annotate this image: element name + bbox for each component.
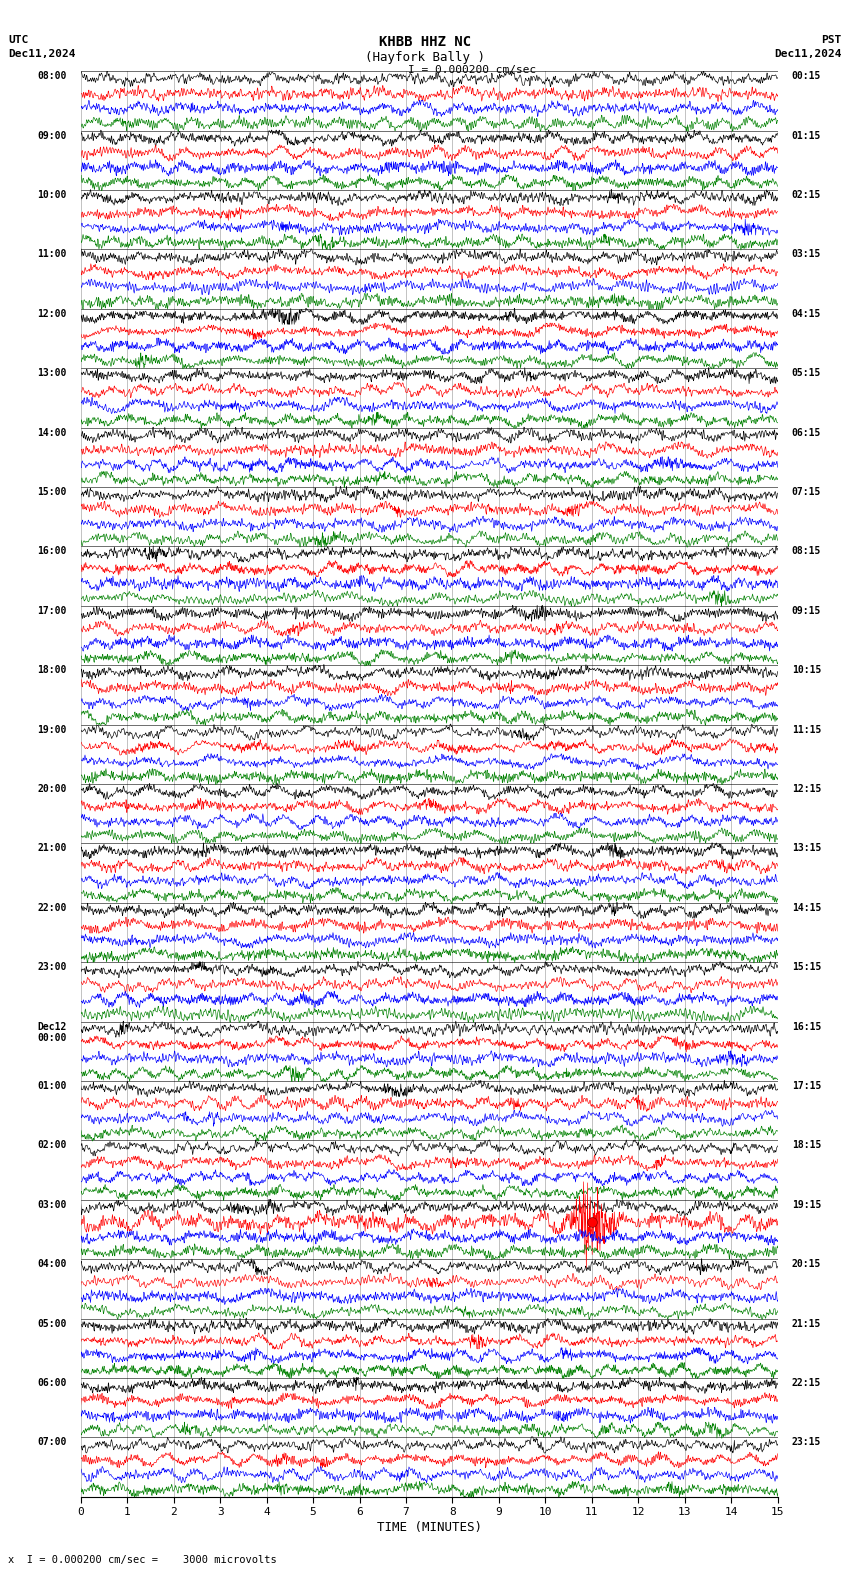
Text: 18:15: 18:15 xyxy=(791,1140,821,1150)
Text: 11:15: 11:15 xyxy=(791,725,821,735)
Text: x  I = 0.000200 cm/sec =    3000 microvolts: x I = 0.000200 cm/sec = 3000 microvolts xyxy=(8,1555,277,1565)
Text: 06:15: 06:15 xyxy=(791,428,821,437)
Text: 14:00: 14:00 xyxy=(37,428,67,437)
Text: 02:00: 02:00 xyxy=(37,1140,67,1150)
Text: 04:15: 04:15 xyxy=(791,309,821,318)
Text: 15:00: 15:00 xyxy=(37,488,67,497)
Text: 21:15: 21:15 xyxy=(791,1318,821,1329)
Text: 15:15: 15:15 xyxy=(791,963,821,973)
Text: 03:00: 03:00 xyxy=(37,1201,67,1210)
Text: Dec11,2024: Dec11,2024 xyxy=(774,49,842,59)
Text: 01:15: 01:15 xyxy=(791,131,821,141)
Text: 05:00: 05:00 xyxy=(37,1318,67,1329)
Text: 16:00: 16:00 xyxy=(37,546,67,556)
Text: 02:15: 02:15 xyxy=(791,190,821,200)
X-axis label: TIME (MINUTES): TIME (MINUTES) xyxy=(377,1522,482,1535)
Text: 18:00: 18:00 xyxy=(37,665,67,675)
Text: 05:15: 05:15 xyxy=(791,369,821,379)
Text: 20:00: 20:00 xyxy=(37,784,67,794)
Text: 03:15: 03:15 xyxy=(791,249,821,260)
Text: 17:15: 17:15 xyxy=(791,1080,821,1091)
Text: 23:15: 23:15 xyxy=(791,1438,821,1448)
Text: 12:15: 12:15 xyxy=(791,784,821,794)
Text: 06:00: 06:00 xyxy=(37,1378,67,1388)
Text: 22:00: 22:00 xyxy=(37,903,67,912)
Text: 07:15: 07:15 xyxy=(791,488,821,497)
Text: I = 0.000200 cm/sec: I = 0.000200 cm/sec xyxy=(408,65,536,74)
Text: 00:15: 00:15 xyxy=(791,71,821,81)
Text: 09:00: 09:00 xyxy=(37,131,67,141)
Text: 10:00: 10:00 xyxy=(37,190,67,200)
Text: 04:00: 04:00 xyxy=(37,1259,67,1269)
Text: 17:00: 17:00 xyxy=(37,607,67,616)
Text: 23:00: 23:00 xyxy=(37,963,67,973)
Text: 20:15: 20:15 xyxy=(791,1259,821,1269)
Text: 01:00: 01:00 xyxy=(37,1080,67,1091)
Text: 08:15: 08:15 xyxy=(791,546,821,556)
Text: 10:15: 10:15 xyxy=(791,665,821,675)
Text: 07:00: 07:00 xyxy=(37,1438,67,1448)
Text: 13:15: 13:15 xyxy=(791,843,821,854)
Text: KHBB HHZ NC: KHBB HHZ NC xyxy=(379,35,471,49)
Text: 09:15: 09:15 xyxy=(791,607,821,616)
Text: (Hayfork Bally ): (Hayfork Bally ) xyxy=(365,51,485,63)
Text: 13:00: 13:00 xyxy=(37,369,67,379)
Text: 19:15: 19:15 xyxy=(791,1201,821,1210)
Text: 21:00: 21:00 xyxy=(37,843,67,854)
Text: 22:15: 22:15 xyxy=(791,1378,821,1388)
Text: PST: PST xyxy=(821,35,842,44)
Text: 16:15: 16:15 xyxy=(791,1022,821,1031)
Text: 19:00: 19:00 xyxy=(37,725,67,735)
Text: 08:00: 08:00 xyxy=(37,71,67,81)
Text: UTC: UTC xyxy=(8,35,29,44)
Text: 14:15: 14:15 xyxy=(791,903,821,912)
Text: Dec11,2024: Dec11,2024 xyxy=(8,49,76,59)
Text: Dec12
00:00: Dec12 00:00 xyxy=(37,1022,67,1044)
Text: 12:00: 12:00 xyxy=(37,309,67,318)
Text: 11:00: 11:00 xyxy=(37,249,67,260)
